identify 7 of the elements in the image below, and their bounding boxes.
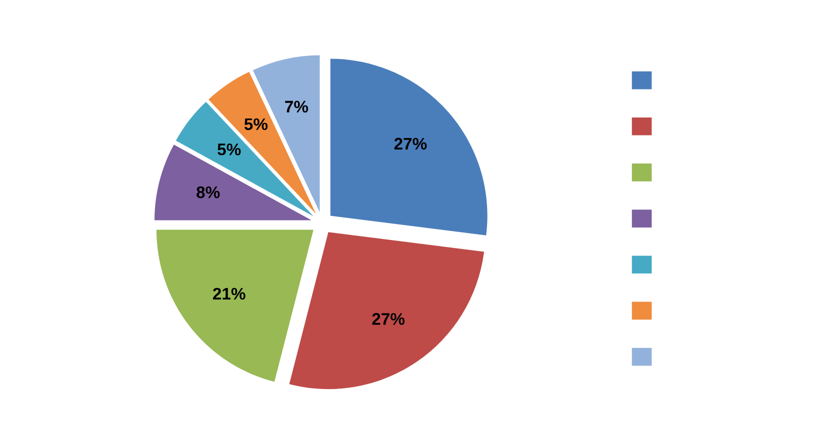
data-label: 21% xyxy=(213,288,246,300)
data-label: 5% xyxy=(244,118,268,130)
data-label: 27% xyxy=(372,313,405,325)
data-label: 7% xyxy=(285,100,308,113)
data-label: 27% xyxy=(394,138,427,150)
data-label: 8% xyxy=(196,186,220,198)
data-label: 5% xyxy=(218,144,241,156)
